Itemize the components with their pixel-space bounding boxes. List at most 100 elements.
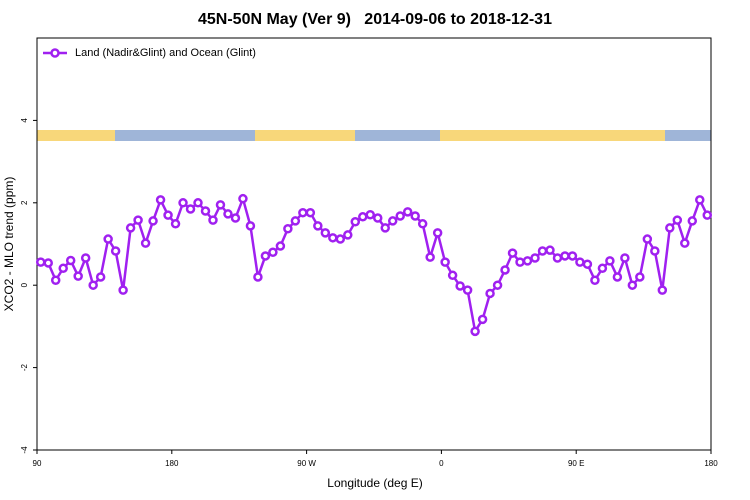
data-point [425,252,435,262]
y-tick-label: 2 [20,200,29,205]
data-point [253,272,263,282]
data-point [455,281,465,291]
data-point [470,326,480,337]
data-point [372,213,383,223]
data-point [605,256,615,266]
data-point [432,228,443,238]
data-point [80,253,91,263]
data-point [95,272,106,282]
data-point [365,209,376,220]
data-point [642,234,653,244]
data-point [343,230,353,240]
data-point [635,272,645,282]
data-point [515,257,525,267]
data-point [335,234,346,244]
data-point [178,198,188,208]
y-tick-label: -4 [20,446,29,454]
chart-title: 45N-50N May (Ver 9) 2014-09-06 to 2018-1… [198,11,552,28]
y-tick-label: 4 [20,118,29,123]
data-point [695,195,705,205]
data-point [185,204,196,214]
data-point [140,238,151,248]
data-point [597,263,608,274]
data-point [665,223,675,233]
data-point [50,275,61,286]
data-point [133,215,143,225]
data-point [238,193,248,204]
data-point [208,215,218,225]
data-point [530,253,540,263]
data-point [680,238,690,248]
data-point [500,265,510,275]
data-point [260,251,271,261]
legend-label: Land (Nadir&Glint) and Ocean (Glint) [75,47,256,59]
data-point [268,247,278,257]
data-point [380,223,390,233]
data-point [148,216,158,226]
x-tick-label: 90 W [297,459,316,468]
data-point [65,255,76,266]
data-point [110,246,121,256]
data-point [395,211,405,221]
data-point [560,251,570,261]
data-point [492,280,503,290]
data-point [462,285,473,295]
data-point [193,198,203,208]
data-point [545,245,555,255]
data-point [402,207,413,217]
data-point [230,213,241,223]
data-point [155,195,166,205]
y-tick-label: 0 [20,282,29,287]
data-point [582,259,593,269]
x-tick-label: 180 [165,459,179,468]
data-point [657,285,668,295]
data-point [73,271,83,281]
data-point [223,209,233,219]
x-tick-label: 90 E [568,459,584,468]
data-point [507,248,518,258]
data-point [650,246,660,256]
data-point [567,251,578,261]
y-axis-label: XCO2 - MLO trend (ppm) [2,177,16,312]
data-point [350,217,361,227]
data-point [170,219,181,229]
data-point [125,223,136,233]
data-point [627,280,638,290]
data-point [485,288,495,299]
data-point [328,233,338,243]
land-ocean-strip [37,130,711,141]
data-point [290,216,301,226]
data-point [477,314,488,325]
data-point [358,212,368,222]
data-point [313,221,323,231]
data-point [410,211,420,221]
data-point [552,253,563,263]
data-point [283,224,293,234]
plot-frame [36,37,712,451]
data-point [215,200,226,210]
data-point [88,280,98,290]
data-point [305,207,316,218]
x-tick-label: 0 [439,459,444,468]
data-point [687,216,698,226]
data-point [298,207,308,218]
legend-marker [50,48,60,58]
data-point [275,241,286,251]
data-point [200,206,211,216]
data-point [43,258,53,268]
data-point [537,246,548,256]
data-point [35,257,46,267]
x-tick-label: 180 [704,459,718,468]
data-point [612,272,623,282]
data-point [620,253,630,263]
x-tick-label: 90 [33,459,42,468]
data-point [702,210,713,220]
x-axis-label: Longitude (deg E) [327,476,422,490]
data-point [58,263,68,274]
data-point [103,234,113,244]
data-point [417,219,428,229]
data-point [590,275,600,286]
data-point [245,221,256,231]
data-point [320,228,331,238]
